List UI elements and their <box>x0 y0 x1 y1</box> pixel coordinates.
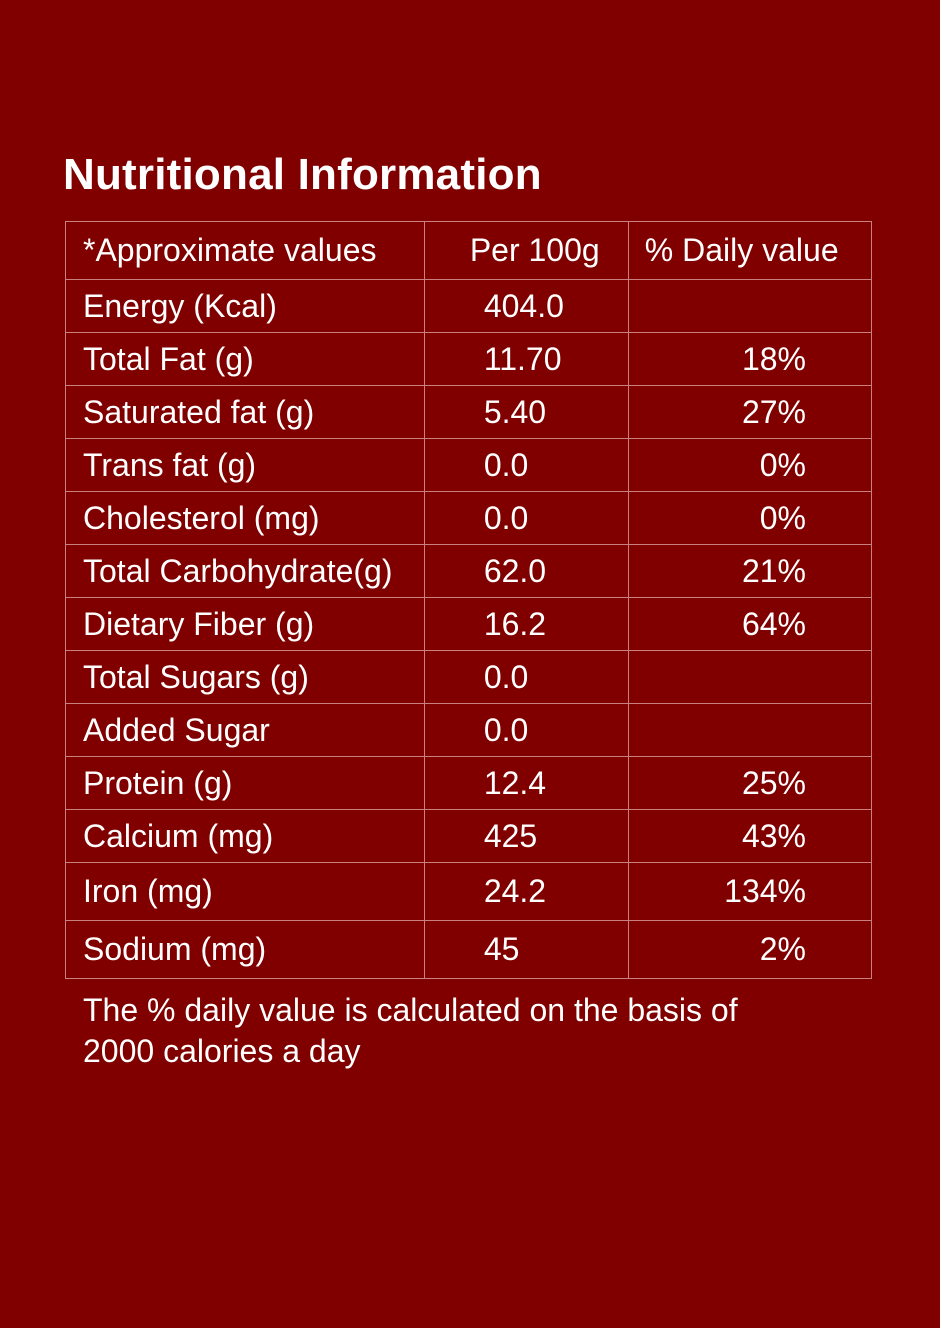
per-100g-value: 11.70 <box>423 332 629 386</box>
per-100g-value: 0.0 <box>423 438 629 492</box>
nutrition-table: *Approximate values Per 100g % Daily val… <box>65 221 873 979</box>
daily-value <box>627 650 873 704</box>
header-per-100g: Per 100g <box>423 221 629 280</box>
table-row: Trans fat (g) 0.0 0% <box>65 438 873 492</box>
footnote: The % daily value is calculated on the b… <box>83 990 843 1072</box>
daily-value: 2% <box>627 920 873 979</box>
daily-value <box>627 279 873 333</box>
nutrient-name: Total Sugars (g) <box>65 650 425 704</box>
nutrient-name: Sodium (mg) <box>65 920 425 979</box>
per-100g-value: 425 <box>423 809 629 863</box>
nutrient-name: Added Sugar <box>65 703 425 757</box>
table-row: Dietary Fiber (g) 16.2 64% <box>65 597 873 651</box>
table-row: Total Fat (g) 11.70 18% <box>65 332 873 386</box>
nutrient-name: Saturated fat (g) <box>65 385 425 439</box>
per-100g-value: 5.40 <box>423 385 629 439</box>
daily-value: 18% <box>627 332 873 386</box>
per-100g-value: 45 <box>423 920 629 979</box>
per-100g-value: 0.0 <box>423 703 629 757</box>
table-header-row: *Approximate values Per 100g % Daily val… <box>65 221 873 280</box>
nutrient-name: Total Fat (g) <box>65 332 425 386</box>
table-row: Cholesterol (mg) 0.0 0% <box>65 491 873 545</box>
daily-value: 27% <box>627 385 873 439</box>
daily-value: 134% <box>627 862 873 921</box>
daily-value: 43% <box>627 809 873 863</box>
table-row: Calcium (mg) 425 43% <box>65 809 873 863</box>
nutrient-name: Protein (g) <box>65 756 425 810</box>
header-daily-value: % Daily value <box>627 221 873 280</box>
footnote-line-1: The % daily value is calculated on the b… <box>83 992 738 1028</box>
table-row: Energy (Kcal) 404.0 <box>65 279 873 333</box>
daily-value <box>627 703 873 757</box>
header-name: *Approximate values <box>65 221 425 280</box>
table-row: Total Carbohydrate(g) 62.0 21% <box>65 544 873 598</box>
footnote-line-2: 2000 calories a day <box>83 1033 361 1069</box>
daily-value: 64% <box>627 597 873 651</box>
table-row: Iron (mg) 24.2 134% <box>65 862 873 921</box>
per-100g-value: 0.0 <box>423 650 629 704</box>
nutrient-name: Dietary Fiber (g) <box>65 597 425 651</box>
nutrient-name: Calcium (mg) <box>65 809 425 863</box>
table-row: Added Sugar 0.0 <box>65 703 873 757</box>
per-100g-value: 0.0 <box>423 491 629 545</box>
table-row: Saturated fat (g) 5.40 27% <box>65 385 873 439</box>
nutrient-name: Iron (mg) <box>65 862 425 921</box>
table-row: Protein (g) 12.4 25% <box>65 756 873 810</box>
table-row: Total Sugars (g) 0.0 <box>65 650 873 704</box>
per-100g-value: 12.4 <box>423 756 629 810</box>
per-100g-value: 62.0 <box>423 544 629 598</box>
nutrient-name: Trans fat (g) <box>65 438 425 492</box>
page-title: Nutritional Information <box>63 150 542 199</box>
per-100g-value: 404.0 <box>423 279 629 333</box>
daily-value: 0% <box>627 491 873 545</box>
per-100g-value: 24.2 <box>423 862 629 921</box>
per-100g-value: 16.2 <box>423 597 629 651</box>
daily-value: 25% <box>627 756 873 810</box>
nutrient-name: Total Carbohydrate(g) <box>65 544 425 598</box>
daily-value: 0% <box>627 438 873 492</box>
table-row: Sodium (mg) 45 2% <box>65 920 873 979</box>
daily-value: 21% <box>627 544 873 598</box>
nutrient-name: Energy (Kcal) <box>65 279 425 333</box>
nutrient-name: Cholesterol (mg) <box>65 491 425 545</box>
